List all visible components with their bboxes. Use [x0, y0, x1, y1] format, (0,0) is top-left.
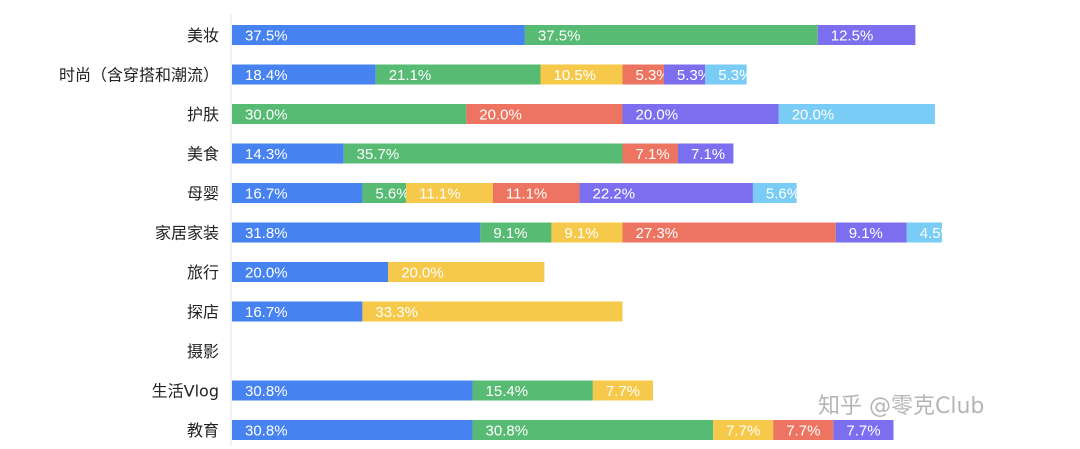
- bar-segment: [472, 420, 714, 440]
- bar-segment: [232, 104, 467, 124]
- bar-data-label: 4.5%: [920, 225, 954, 242]
- bar-data-label: 16.7%: [245, 304, 288, 321]
- category-label: 探店: [187, 303, 219, 322]
- bar-segment: [362, 183, 407, 203]
- bar-data-label: 20.0%: [401, 265, 444, 282]
- bar-data-label: 5.3%: [718, 67, 752, 84]
- bar-segment: [906, 222, 942, 243]
- bar-data-label: 9.1%: [849, 225, 883, 242]
- bar-data-label: 37.5%: [538, 28, 581, 45]
- bar-segment: [817, 25, 916, 45]
- category-label: 摄影: [187, 342, 219, 361]
- bar-segment: [835, 222, 907, 243]
- category-label: 母婴: [187, 184, 219, 203]
- bar-data-label: 18.4%: [245, 67, 288, 84]
- bar-data-label: 37.5%: [245, 28, 288, 45]
- bar-data-label: 7.7%: [726, 423, 760, 440]
- bar-segment: [466, 104, 623, 124]
- bar-data-label: 5.6%: [766, 186, 800, 203]
- bar-data-label: 21.1%: [389, 67, 432, 84]
- bar-data-label: 7.1%: [636, 146, 670, 163]
- bar-segment: [375, 64, 541, 85]
- bar-data-label: 33.3%: [375, 304, 418, 321]
- bar-segment: [232, 222, 481, 243]
- bar-segment: [622, 222, 836, 243]
- bar-segment: [232, 183, 363, 203]
- bar-segment: [752, 183, 797, 203]
- bar-data-label: 20.0%: [479, 107, 522, 124]
- bar-data-label: 30.8%: [245, 383, 288, 400]
- bar-data-label: 30.8%: [245, 423, 288, 440]
- bar-segment: [480, 222, 552, 243]
- bar-data-label: 31.8%: [245, 225, 288, 242]
- bar-data-label: 5.6%: [375, 186, 409, 203]
- bar-data-label: 12.5%: [831, 28, 874, 45]
- bar-segment: [677, 143, 734, 164]
- category-label: 时尚（含穿搭和潮流）: [59, 66, 219, 85]
- bar-data-label: 20.0%: [792, 107, 835, 124]
- category-label: 美食: [187, 145, 219, 164]
- bar-data-label: 20.0%: [636, 107, 679, 124]
- bar-segment: [622, 104, 779, 124]
- bar-data-label: 15.4%: [486, 383, 529, 400]
- category-label: 护肤: [187, 105, 219, 124]
- bar-data-label: 22.2%: [593, 186, 636, 203]
- bar-data-label: 11.1%: [506, 186, 547, 203]
- bar-data-label: 14.3%: [245, 146, 288, 163]
- bar-segment: [833, 420, 894, 440]
- bar-segment: [540, 64, 623, 85]
- bar-segment: [472, 380, 593, 401]
- bar-data-label: 27.3%: [636, 225, 679, 242]
- bar-segment: [232, 143, 344, 164]
- bar-segment: [232, 380, 473, 401]
- bar-segment: [232, 420, 473, 440]
- bar-segment: [773, 420, 834, 440]
- bar-data-label: 7.7%: [846, 423, 880, 440]
- bar-data-label: 5.3%: [677, 67, 711, 84]
- bar-segment: [343, 143, 623, 164]
- bar-data-label: 30.0%: [245, 107, 288, 124]
- bar-segments: 37.5% 37.5% 12.5% 18.4% 21.1% 10.5% 5.3% 5.3% 5.…: [232, 25, 954, 440]
- bar-data-label: 16.7%: [245, 186, 288, 203]
- bar-segment: [663, 64, 706, 85]
- bar-segment: [232, 262, 389, 282]
- bar-data-label: 7.7%: [606, 383, 640, 400]
- bar-segment: [579, 183, 753, 203]
- bar-data-label: 7.7%: [786, 423, 820, 440]
- bar-data-label: 7.1%: [691, 146, 725, 163]
- category-label: 教育: [187, 421, 219, 440]
- category-label: 生活Vlog: [152, 382, 219, 401]
- bar-data-label: 11.1%: [419, 186, 460, 203]
- bar-segment: [232, 64, 376, 85]
- bar-data-label: 20.0%: [245, 265, 288, 282]
- bar-segment: [232, 301, 363, 322]
- bar-data-label: 30.8%: [486, 423, 529, 440]
- bar-segment: [362, 301, 623, 322]
- category-label: 旅行: [187, 263, 219, 282]
- bar-segment: [705, 64, 747, 85]
- bar-segment: [592, 380, 653, 401]
- bar-segment: [232, 25, 525, 45]
- bar-segment: [713, 420, 774, 440]
- bar-data-label: 10.5%: [553, 67, 596, 84]
- bar-segment: [492, 183, 580, 203]
- bar-segment: [551, 222, 623, 243]
- watermark: 知乎 @零克Club: [818, 394, 985, 419]
- bar-segment: [778, 104, 935, 124]
- category-label: 家居家装: [155, 224, 219, 243]
- bar-segment: [524, 25, 818, 45]
- bar-data-label: 9.1%: [493, 225, 527, 242]
- bar-data-label: 5.3%: [636, 67, 670, 84]
- bar-segment: [406, 183, 493, 203]
- bar-segment: [388, 262, 545, 282]
- bar-segment: [622, 64, 664, 85]
- category-label: 美妆: [187, 26, 219, 45]
- bar-data-label: 35.7%: [357, 146, 400, 163]
- bar-segment: [622, 143, 678, 164]
- bar-data-label: 9.1%: [564, 225, 598, 242]
